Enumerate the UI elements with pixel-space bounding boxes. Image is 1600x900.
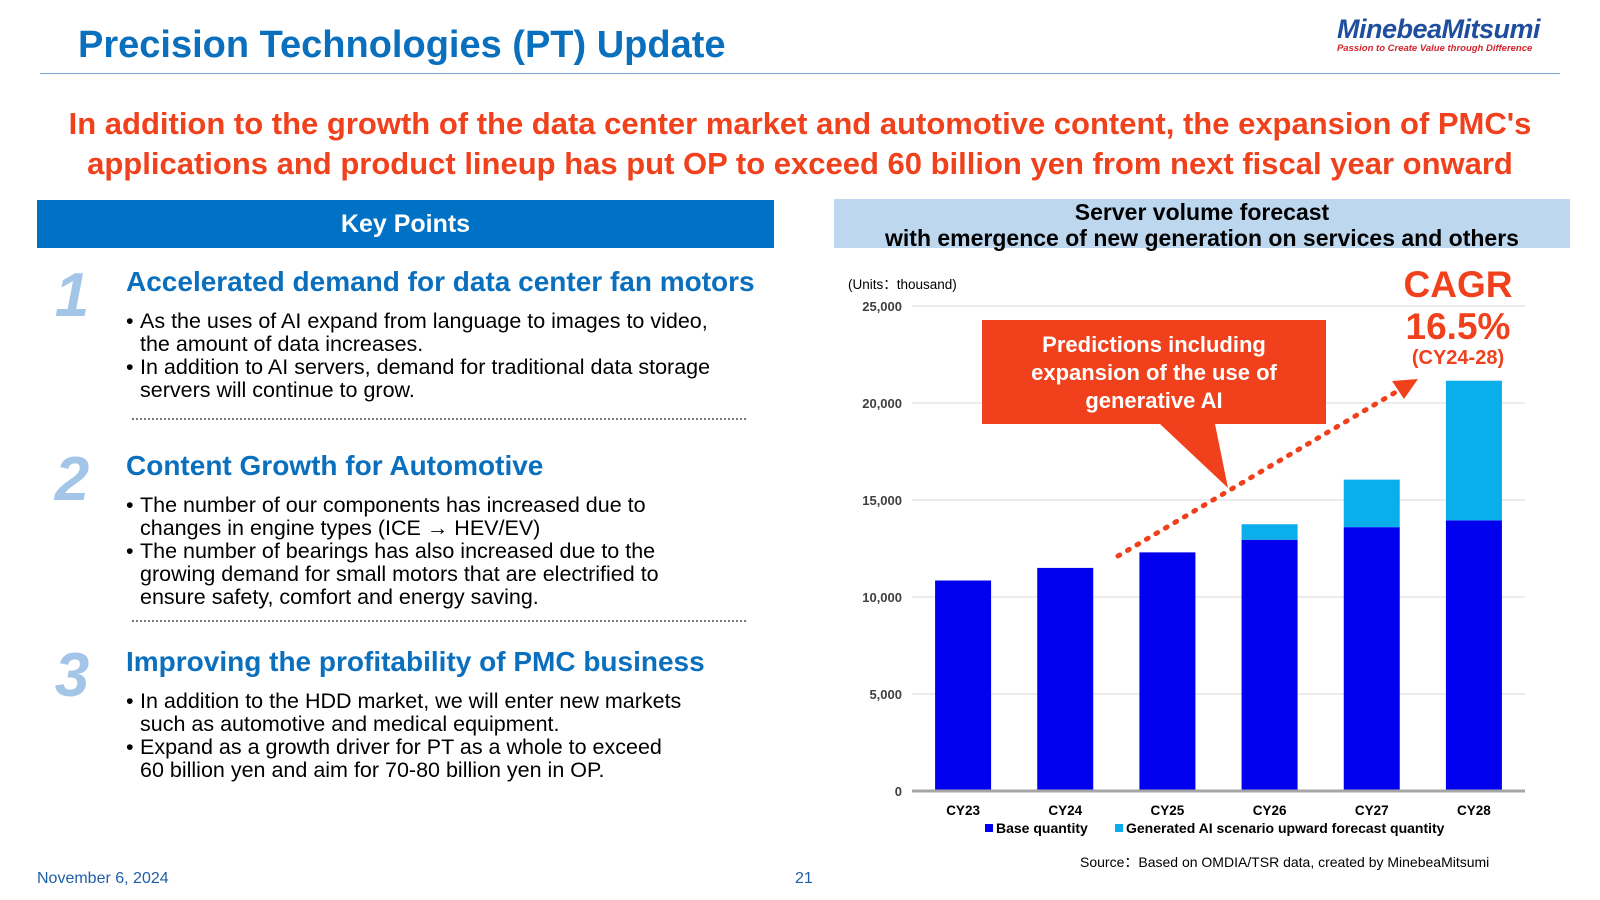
chart-header-line-1: Server volume forecast [1074, 199, 1330, 225]
y-tick-label: 20,000 [862, 396, 902, 411]
trend-arrow-line [1115, 389, 1399, 559]
bullet: The number of our components has increas… [126, 494, 659, 540]
bullet: The number of bearings has also increase… [126, 540, 659, 609]
chart-header-line-2: with emergence of new generation on serv… [885, 225, 1519, 251]
key-points-header: Key Points [37, 200, 774, 248]
x-tick-label: CY25 [1151, 803, 1185, 818]
bullet: Expand as a growth driver for PT as a wh… [126, 736, 681, 782]
point-title: Improving the profitability of PMC busin… [126, 646, 705, 677]
units-label: (Units：thousand) [848, 277, 957, 292]
x-tick-label: CY28 [1457, 803, 1491, 818]
point-bullets: The number of our components has increas… [126, 494, 659, 609]
bullet: In addition to the HDD market, we will e… [126, 690, 681, 736]
title-divider [40, 73, 1560, 74]
legend-swatch [1115, 824, 1123, 832]
point-number: 2 [54, 445, 90, 514]
chart-source: Source：Based on OMDIA/TSR data, created … [1080, 854, 1490, 870]
dotted-divider [132, 418, 746, 420]
y-tick-label: 10,000 [862, 590, 902, 605]
bar-ai-cy26 [1241, 524, 1298, 540]
bar-base-cy23 [935, 580, 992, 791]
headline-line-1: In addition to the growth of the data ce… [68, 106, 1532, 141]
x-tick-label: CY27 [1355, 803, 1389, 818]
logo-tagline: Passion to Create Value through Differen… [1336, 43, 1533, 54]
bar-base-cy27 [1343, 527, 1400, 791]
point-bullets: In addition to the HDD market, we will e… [126, 690, 681, 782]
bar-base-cy26 [1241, 539, 1298, 791]
trend-arrow-head [1392, 379, 1418, 399]
y-tick-label: 15,000 [862, 493, 902, 508]
x-tick-label: CY24 [1048, 803, 1082, 818]
point-title: Accelerated demand for data center fan m… [126, 266, 755, 297]
cagr-value: 16.5% [1406, 306, 1511, 347]
legend-base-quantity: Base quantity [996, 820, 1088, 836]
page-title: Precision Technologies (PT) Update [78, 24, 726, 66]
logo-name: MinebeaMitsumi [1336, 14, 1541, 44]
x-tick-label: CY23 [946, 803, 980, 818]
legend-ai-scenario: Generated AI scenario upward forecast qu… [1126, 820, 1445, 836]
callout-pointer [1160, 424, 1228, 488]
bar-base-cy24 [1037, 567, 1094, 791]
x-tick-label: CY26 [1253, 803, 1287, 818]
point-bullets: As the uses of AI expand from language t… [126, 310, 710, 402]
callout-text: expansion of the use of [1031, 360, 1277, 385]
point-title: Content Growth for Automotive [126, 450, 544, 481]
legend-swatch [985, 824, 993, 832]
footer-date: November 6, 2024 [37, 870, 169, 887]
bar-ai-cy27 [1343, 479, 1400, 528]
point-number: 3 [54, 641, 90, 710]
cagr-label: CAGR [1404, 264, 1513, 305]
y-tick-label: 25,000 [862, 299, 902, 314]
callout-box [982, 320, 1326, 424]
callout-text: Predictions including [1042, 332, 1266, 357]
page-number: 21 [795, 870, 813, 887]
headline: In addition to the growth of the data ce… [20, 104, 1580, 184]
y-tick-label: 5,000 [869, 687, 902, 702]
y-tick-label: 0 [895, 784, 902, 799]
bullet: As the uses of AI expand from language t… [126, 310, 710, 356]
dotted-divider [132, 620, 746, 622]
headline-line-2: applications and product lineup has put … [87, 146, 1513, 181]
bar-base-cy25 [1139, 552, 1196, 791]
chart-header: Server volume forecast with emergence of… [834, 199, 1570, 251]
bar-base-cy28 [1445, 520, 1502, 791]
cagr-period: (CY24-28) [1412, 347, 1504, 369]
company-logo: MinebeaMitsumi Passion to Create Value t… [1336, 14, 1541, 54]
bullet: In addition to AI servers, demand for tr… [126, 356, 710, 402]
point-number: 1 [54, 261, 90, 330]
callout-text: generative AI [1085, 388, 1222, 413]
bar-ai-cy28 [1445, 380, 1502, 521]
